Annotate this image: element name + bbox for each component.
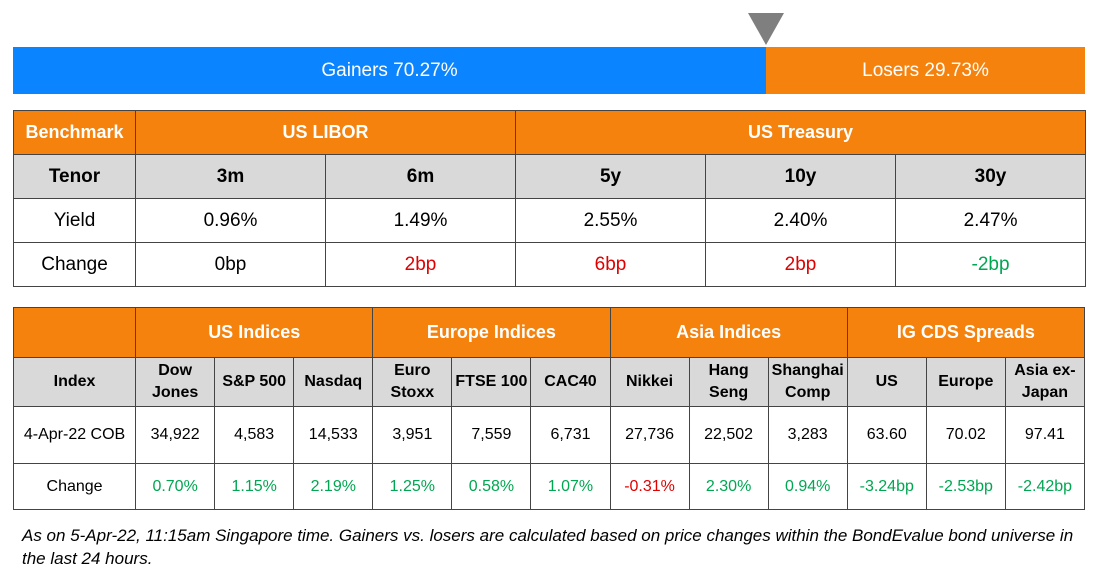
change-label: Change (13, 242, 136, 287)
index-change: 0.70% (135, 463, 216, 510)
asia-indices-header: Asia Indices (609, 307, 848, 358)
index-change: -0.31% (609, 463, 690, 510)
blank-header (12, 307, 137, 358)
index-change: -2.42bp (1004, 463, 1086, 510)
index-name: Nasdaq (293, 357, 374, 407)
tenor-cell: 5y (515, 154, 707, 199)
index-change: 1.15% (214, 463, 295, 510)
index-name: Dow Jones (135, 357, 216, 407)
change-cell: -2bp (895, 242, 1087, 287)
index-change: 2.30% (688, 463, 769, 510)
index-value: 3,951 (372, 406, 453, 464)
yield-row: Yield 0.96% 1.49% 2.55% 2.40% 2.47% (13, 198, 1087, 243)
breadth-pointer-icon (748, 13, 784, 45)
yield-cell: 2.47% (895, 198, 1087, 243)
index-name: US (846, 357, 927, 407)
index-value: 6,731 (530, 406, 611, 464)
index-name: Nikkei (609, 357, 690, 407)
index-change: 0.94% (767, 463, 848, 510)
gainers-label: Gainers 70.27% (321, 59, 458, 81)
index-value: 3,283 (767, 406, 848, 464)
indices-table: US Indices Europe Indices Asia Indices I… (12, 307, 1086, 510)
index-name: Europe (925, 357, 1006, 407)
index-change: 1.25% (372, 463, 453, 510)
gainers-losers-bar: Gainers 70.27% Losers 29.73% (13, 47, 1085, 94)
gainers-segment: Gainers 70.27% (13, 47, 766, 94)
change-label: Change (12, 463, 137, 510)
index-label: Index (12, 357, 137, 407)
us-indices-header: US Indices (135, 307, 374, 358)
index-name: Shanghai Comp (767, 357, 848, 407)
yield-label: Yield (13, 198, 136, 243)
index-values-row: 4-Apr-22 COB 34,922 4,583 14,533 3,951 7… (12, 406, 1086, 464)
yield-cell: 2.55% (515, 198, 707, 243)
index-name: Euro Stoxx (372, 357, 453, 407)
change-cell: 0bp (135, 242, 326, 287)
yield-cell: 2.40% (705, 198, 897, 243)
index-change: 0.58% (451, 463, 532, 510)
index-change: -3.24bp (846, 463, 927, 510)
index-name: FTSE 100 (451, 357, 532, 407)
change-cell: 2bp (705, 242, 897, 287)
tenor-cell: 10y (705, 154, 897, 199)
yield-cell: 1.49% (324, 198, 517, 243)
index-value: 14,533 (293, 406, 374, 464)
change-cell: 2bp (324, 242, 517, 287)
rates-change-row: Change 0bp 2bp 6bp 2bp -2bp (13, 242, 1087, 287)
footnote: As on 5-Apr-22, 11:15am Singapore time. … (22, 526, 1074, 568)
us-treasury-header: US Treasury (515, 110, 1087, 155)
us-libor-header: US LIBOR (134, 110, 517, 155)
index-value: 22,502 (688, 406, 769, 464)
index-value: 34,922 (135, 406, 216, 464)
benchmark-header: Benchmark (13, 110, 136, 155)
losers-label: Losers 29.73% (862, 59, 989, 81)
index-value: 63.60 (846, 406, 927, 464)
index-change: -2.53bp (925, 463, 1006, 510)
index-value: 27,736 (609, 406, 690, 464)
tenor-cell: 3m (135, 154, 326, 199)
yield-cell: 0.96% (135, 198, 326, 243)
index-change: 1.07% (530, 463, 611, 510)
tenor-cell: 30y (895, 154, 1087, 199)
index-change: 2.19% (293, 463, 374, 510)
index-name: CAC40 (530, 357, 611, 407)
losers-segment: Losers 29.73% (766, 47, 1085, 94)
rates-header-row: Benchmark US LIBOR US Treasury (13, 110, 1087, 155)
indices-header-row: US Indices Europe Indices Asia Indices I… (12, 307, 1086, 358)
index-value: 97.41 (1004, 406, 1086, 464)
index-value: 7,559 (451, 406, 532, 464)
tenor-cell: 6m (324, 154, 517, 199)
change-cell: 6bp (515, 242, 707, 287)
index-change-row: Change 0.70% 1.15% 2.19% 1.25% 0.58% 1.0… (12, 463, 1086, 510)
tenor-label: Tenor (13, 154, 136, 199)
europe-indices-header: Europe Indices (372, 307, 611, 358)
index-name: S&P 500 (214, 357, 295, 407)
ig-cds-header: IG CDS Spreads (846, 307, 1086, 358)
index-names-row: Index Dow Jones S&P 500 Nasdaq Euro Stoxx … (12, 357, 1086, 407)
index-value: 4,583 (214, 406, 295, 464)
tenor-row: Tenor 3m 6m 5y 10y 30y (13, 154, 1087, 199)
date-label: 4-Apr-22 COB (12, 406, 137, 464)
index-value: 70.02 (925, 406, 1006, 464)
rates-table: Benchmark US LIBOR US Treasury Tenor 3m … (13, 110, 1087, 287)
index-name: Hang Seng (688, 357, 769, 407)
index-name: Asia ex- Japan (1004, 357, 1086, 407)
